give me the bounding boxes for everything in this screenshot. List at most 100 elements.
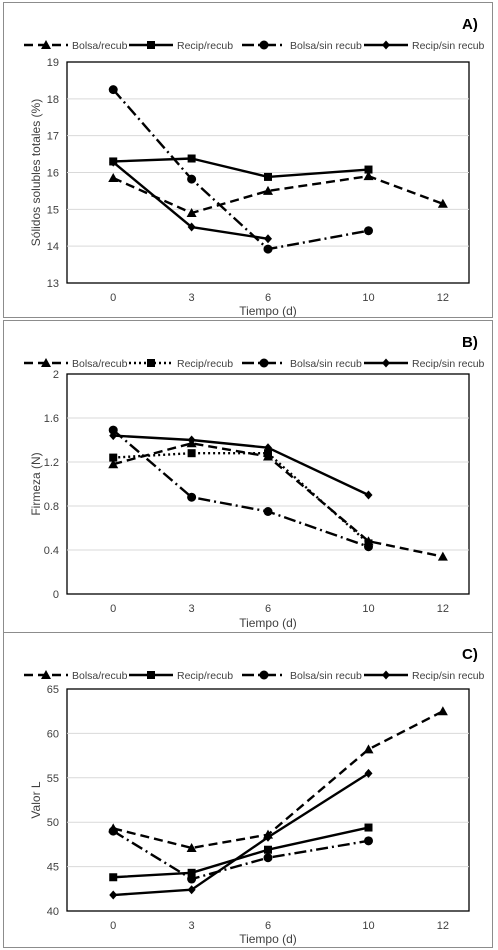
data-point — [264, 443, 272, 453]
y-tick-label: 60 — [47, 728, 59, 740]
legend-label: Bolsa/recub — [72, 358, 128, 370]
legend-entry: Recip/recub — [129, 40, 233, 52]
x-tick-label: 10 — [362, 920, 374, 932]
legend-entry: Bolsa/recub — [24, 358, 128, 370]
x-tick-label: 10 — [362, 603, 374, 615]
series-line — [112, 174, 444, 215]
data-point — [264, 449, 272, 458]
legend-marker — [259, 40, 269, 50]
data-point — [364, 226, 373, 236]
x-tick-label: 3 — [189, 603, 195, 615]
legend-label: Recip/sin recub — [412, 40, 485, 52]
y-tick-label: 19 — [47, 57, 59, 69]
legend-entry: Recip/recub — [129, 670, 233, 682]
legend-marker — [41, 670, 51, 679]
y-axis-label: Valor L — [29, 781, 43, 818]
series-line — [113, 157, 369, 179]
y-tick-label: 40 — [47, 906, 59, 918]
data-point — [186, 842, 197, 852]
data-point — [363, 744, 374, 754]
x-tick-label: 10 — [362, 292, 374, 304]
data-point — [364, 165, 373, 174]
y-tick-label: 16 — [47, 168, 59, 180]
x-tick-label: 12 — [437, 292, 449, 304]
legend-marker — [382, 670, 390, 680]
data-point — [108, 425, 118, 435]
y-tick-label: 65 — [47, 684, 59, 696]
legend-label: Bolsa/recub — [72, 670, 128, 682]
series-3 — [108, 85, 373, 254]
y-tick-label: 18 — [47, 94, 59, 106]
series-line — [112, 442, 444, 558]
series-line — [112, 710, 444, 850]
data-point — [363, 171, 374, 181]
legend-entry: Recip/sin recub — [364, 358, 485, 370]
data-point — [109, 157, 118, 167]
x-tick-label: 0 — [110, 603, 116, 615]
legend-entry: Bolsa/sin recub — [242, 670, 362, 682]
legend-entry: Recip/sin recub — [364, 670, 485, 682]
data-point — [263, 507, 273, 516]
data-point — [264, 832, 272, 842]
chart-a-svg: A) Bolsa/recub Recip/recub Bolsa/sin recub R… — [24, 16, 485, 317]
y-tick-label: 0 — [53, 589, 59, 601]
series-line — [113, 451, 370, 545]
data-point — [264, 845, 272, 854]
series-line — [112, 830, 369, 881]
y-tick-label: 0.4 — [44, 545, 59, 557]
y-tick-label: 13 — [47, 278, 59, 290]
legend-label: Recip/sin recub — [412, 670, 485, 682]
series-4 — [109, 768, 373, 900]
legend-marker — [41, 358, 51, 367]
y-tick-label: 50 — [47, 817, 59, 829]
legend-marker — [382, 358, 390, 368]
y-axis-label: Firmeza (N) — [29, 452, 43, 515]
data-point — [187, 174, 197, 184]
data-point — [263, 244, 273, 254]
legend-marker — [382, 40, 390, 50]
data-point — [108, 85, 118, 95]
y-tick-label: 14 — [47, 241, 59, 253]
x-tick-label: 3 — [189, 920, 195, 932]
data-point — [187, 874, 197, 884]
x-tick-label: 0 — [110, 920, 116, 932]
x-axis-label: Tiempo (d) — [239, 932, 297, 946]
y-tick-label: 1.6 — [44, 413, 59, 425]
series-1 — [108, 438, 448, 561]
legend-marker — [147, 41, 155, 49]
data-point — [264, 172, 272, 181]
x-axis-label: Tiempo (d) — [239, 616, 297, 630]
data-point — [108, 459, 119, 469]
legend-marker — [259, 670, 269, 680]
plot-area — [66, 373, 470, 595]
series-line — [112, 429, 369, 548]
data-point — [437, 706, 448, 716]
legend-label: Bolsa/sin recub — [290, 40, 362, 52]
data-point — [187, 492, 197, 502]
legend-label: Recip/recub — [177, 670, 233, 682]
legend-label: Recip/recub — [177, 40, 233, 52]
legend-entry: Bolsa/recub — [24, 40, 128, 52]
series-3 — [108, 826, 373, 884]
legend-entry: Bolsa/recub — [24, 670, 128, 682]
data-point — [263, 853, 273, 863]
series-line — [113, 772, 370, 897]
data-point — [437, 551, 448, 561]
series-4 — [109, 157, 272, 244]
x-tick-label: 12 — [437, 603, 449, 615]
series-line — [112, 88, 369, 251]
data-point — [187, 868, 196, 877]
data-point — [187, 435, 196, 445]
series-2 — [109, 823, 373, 882]
y-tick-label: 17 — [47, 131, 59, 143]
data-point — [187, 222, 196, 232]
data-point — [187, 154, 196, 163]
panel-label: B) — [462, 334, 478, 351]
series-3 — [108, 425, 373, 552]
series-2 — [109, 154, 373, 181]
y-tick-label: 0.8 — [44, 501, 59, 513]
y-tick-label: 45 — [47, 862, 59, 874]
chart-panel-c: C) Bolsa/recub Recip/recub Bolsa/sin recub R… — [3, 632, 493, 948]
data-point — [186, 208, 197, 218]
data-point — [264, 234, 272, 244]
